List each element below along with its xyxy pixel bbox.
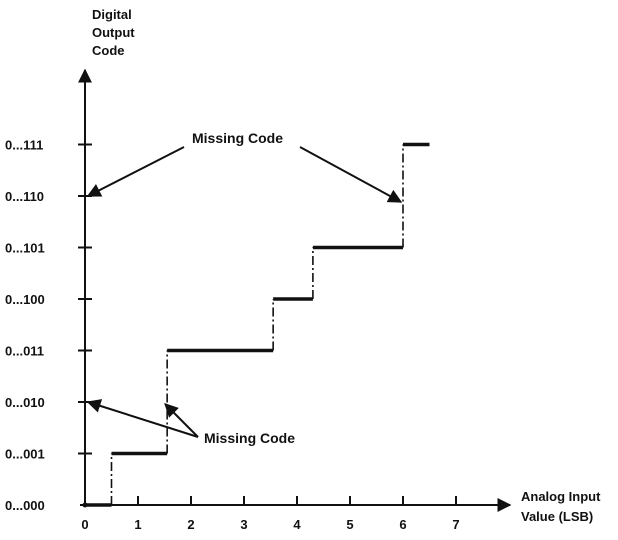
x-tick-label-6: 6 — [399, 517, 406, 532]
y-tick-label-1: 0...001 — [5, 447, 45, 462]
y-axis-title-line-1: Digital — [92, 7, 132, 22]
x-tick-label-0: 0 — [81, 517, 88, 532]
y-axis-title-line-3: Code — [92, 43, 125, 58]
missing-code-arrow-1-2 — [299, 146, 403, 203]
missing-code-arrow-2-2 — [164, 403, 199, 438]
x-tick-label-2: 2 — [187, 517, 194, 532]
annotation-group: Missing Code Missing Code — [86, 130, 403, 446]
x-axis-title-line-2: Value (LSB) — [521, 509, 593, 524]
y-tick-label-4: 0...100 — [5, 292, 45, 307]
tick-group: 0 1 2 3 4 5 6 7 0...000 0...001 0...010 0...011 0...… — [5, 138, 460, 533]
y-tick-label-5: 0...101 — [5, 241, 45, 256]
x-axis-title-line-1: Analog Input — [521, 489, 601, 504]
x-tick-label-4: 4 — [293, 517, 301, 532]
x-tick-label-7: 7 — [452, 517, 459, 532]
y-axis-title-line-2: Output — [92, 25, 135, 40]
step-group — [82, 142, 430, 508]
y-tick-label-6: 0...110 — [5, 189, 44, 204]
y-tick-label-2: 0...010 — [5, 395, 45, 410]
y-tick-label-3: 0...011 — [5, 344, 44, 359]
missing-code-arrow-2-1 — [86, 399, 199, 438]
y-tick-label-7: 0...111 — [5, 138, 43, 153]
missing-code-arrow-1-1 — [86, 146, 185, 197]
x-tick-label-5: 5 — [346, 517, 353, 532]
x-tick-label-1: 1 — [134, 517, 141, 532]
x-tick-label-3: 3 — [240, 517, 247, 532]
missing-code-label-1: Missing Code — [192, 130, 283, 146]
missing-code-label-2: Missing Code — [204, 430, 295, 446]
y-tick-label-0: 0...000 — [5, 498, 45, 513]
origin-dot — [82, 502, 88, 508]
